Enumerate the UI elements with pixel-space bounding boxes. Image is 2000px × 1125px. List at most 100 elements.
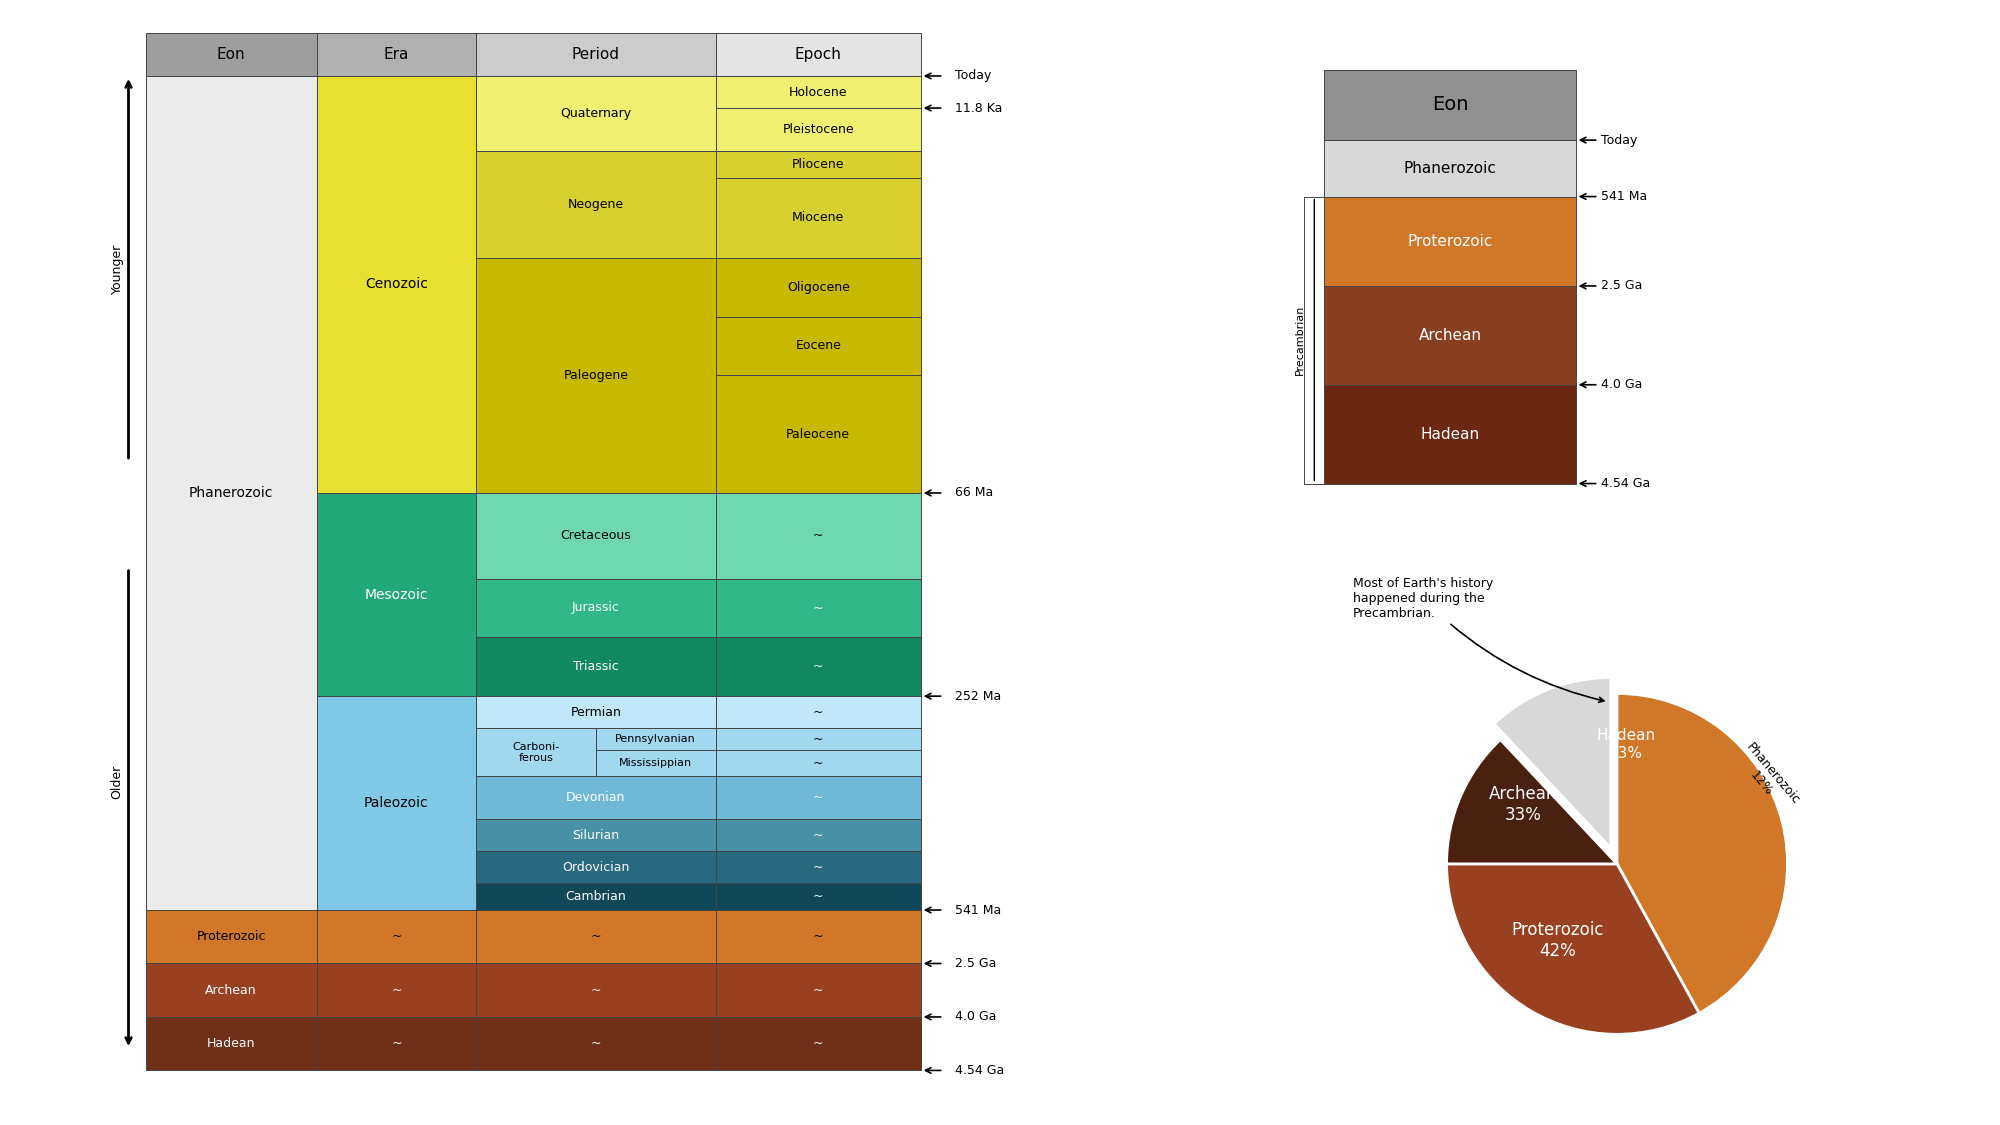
Bar: [716, 819, 920, 852]
Text: ~: ~: [812, 732, 824, 746]
Text: ~: ~: [812, 930, 824, 943]
Bar: [476, 819, 716, 852]
Bar: [716, 1017, 920, 1070]
Bar: [716, 493, 920, 578]
Bar: [476, 696, 716, 728]
Text: 541 Ma: 541 Ma: [1602, 190, 1648, 204]
Bar: [1304, 197, 1324, 484]
Bar: [316, 696, 476, 910]
Text: ~: ~: [812, 791, 824, 804]
Text: Proterozoic: Proterozoic: [196, 930, 266, 943]
Text: Jurassic: Jurassic: [572, 602, 620, 614]
Bar: [716, 910, 920, 963]
Bar: [716, 728, 920, 749]
Text: ~: ~: [812, 1037, 824, 1051]
Text: Eon: Eon: [1432, 96, 1468, 115]
Wedge shape: [1446, 864, 1700, 1034]
Text: ~: ~: [812, 705, 824, 719]
Text: Hadean
13%: Hadean 13%: [1596, 728, 1656, 760]
Bar: [476, 258, 716, 493]
Bar: [476, 1017, 716, 1070]
Bar: [716, 316, 920, 376]
Bar: [146, 910, 316, 963]
Text: Carboni-
ferous: Carboni- ferous: [512, 741, 560, 763]
Bar: [716, 151, 920, 178]
Bar: [716, 108, 920, 151]
Text: ~: ~: [590, 1037, 602, 1051]
Bar: [716, 776, 920, 819]
Text: 4.54 Ga: 4.54 Ga: [956, 1064, 1004, 1077]
Text: Proterozoic: Proterozoic: [1408, 234, 1492, 249]
Bar: [316, 76, 476, 493]
Text: ~: ~: [590, 983, 602, 997]
Bar: [596, 749, 716, 776]
Text: 2.5 Ga: 2.5 Ga: [956, 957, 996, 970]
Text: ~: ~: [812, 890, 824, 903]
Text: Older: Older: [110, 765, 124, 799]
Wedge shape: [1494, 677, 1610, 848]
Bar: [716, 578, 920, 638]
Bar: [316, 1017, 476, 1070]
Text: Mesozoic: Mesozoic: [364, 587, 428, 602]
Text: Eocene: Eocene: [796, 340, 842, 352]
Bar: [716, 883, 920, 910]
Text: Eon: Eon: [216, 47, 246, 62]
Bar: [716, 258, 920, 316]
Text: Era: Era: [384, 47, 410, 62]
Bar: [316, 963, 476, 1017]
Text: ~: ~: [812, 829, 824, 842]
Bar: [716, 638, 920, 696]
Text: Devonian: Devonian: [566, 791, 626, 804]
Text: Paleozoic: Paleozoic: [364, 796, 428, 810]
Text: Quaternary: Quaternary: [560, 107, 632, 120]
Text: Today: Today: [1602, 134, 1638, 146]
Text: Neogene: Neogene: [568, 198, 624, 210]
Bar: [476, 578, 716, 638]
Text: Paleogene: Paleogene: [564, 369, 628, 381]
Bar: [476, 493, 716, 578]
Text: Cenozoic: Cenozoic: [364, 278, 428, 291]
Text: 4.0 Ga: 4.0 Ga: [1602, 378, 1642, 391]
Text: ~: ~: [812, 529, 824, 542]
Text: Archean
33%: Archean 33%: [1490, 785, 1558, 824]
Text: Pleistocene: Pleistocene: [782, 123, 854, 136]
Text: Hadean: Hadean: [1420, 426, 1480, 442]
Bar: [716, 696, 920, 728]
Text: Phanerozoic: Phanerozoic: [188, 486, 274, 500]
Text: Pennsylvanian: Pennsylvanian: [616, 734, 696, 744]
Wedge shape: [1618, 693, 1788, 1014]
Bar: [476, 776, 716, 819]
Text: Hadean: Hadean: [206, 1037, 256, 1051]
Bar: [316, 910, 476, 963]
Text: Period: Period: [572, 47, 620, 62]
Text: Ordovician: Ordovician: [562, 861, 630, 874]
Bar: [476, 34, 716, 76]
Bar: [316, 493, 476, 696]
Text: 66 Ma: 66 Ma: [956, 486, 994, 500]
Text: Phanerozoic
12%: Phanerozoic 12%: [1732, 740, 1802, 817]
Text: Precambrian: Precambrian: [1296, 305, 1304, 376]
Text: Today: Today: [956, 70, 992, 82]
Text: Pliocene: Pliocene: [792, 158, 844, 171]
Bar: [716, 749, 920, 776]
Text: Oligocene: Oligocene: [786, 280, 850, 294]
Bar: [316, 34, 476, 76]
Text: 252 Ma: 252 Ma: [956, 690, 1002, 703]
Text: Archean: Archean: [206, 983, 256, 997]
Text: Triassic: Triassic: [574, 660, 618, 673]
Bar: [476, 910, 716, 963]
Text: Cambrian: Cambrian: [566, 890, 626, 903]
Text: Epoch: Epoch: [794, 47, 842, 62]
Bar: [476, 852, 716, 883]
Text: ~: ~: [590, 930, 602, 943]
Text: 4.54 Ga: 4.54 Ga: [1602, 477, 1650, 490]
Text: ~: ~: [812, 861, 824, 874]
Bar: [146, 963, 316, 1017]
Text: Permian: Permian: [570, 705, 622, 719]
Bar: [146, 34, 316, 76]
Text: 4.0 Ga: 4.0 Ga: [956, 1010, 996, 1024]
Text: Younger: Younger: [110, 243, 124, 294]
Text: Paleocene: Paleocene: [786, 428, 850, 441]
Bar: [716, 376, 920, 493]
Text: 541 Ma: 541 Ma: [956, 903, 1002, 917]
